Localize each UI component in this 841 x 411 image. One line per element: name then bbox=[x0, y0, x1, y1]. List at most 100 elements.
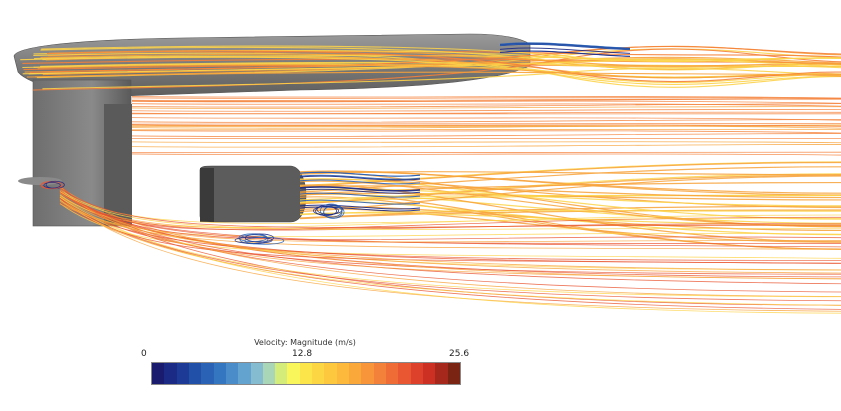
legend-mid-label: 12.8 bbox=[292, 349, 313, 359]
streamline bbox=[131, 103, 841, 108]
colorbar-swatch bbox=[385, 363, 399, 384]
colorbar-swatch bbox=[373, 363, 386, 384]
streamline bbox=[131, 111, 841, 115]
streamline bbox=[59, 199, 841, 306]
streamline bbox=[33, 48, 841, 91]
colorbar-swatch bbox=[176, 363, 189, 384]
streamline bbox=[20, 56, 841, 85]
streamline bbox=[299, 210, 841, 216]
streamline bbox=[131, 124, 841, 129]
streamline bbox=[299, 171, 421, 177]
colorbar-swatch bbox=[188, 363, 202, 384]
legend-title: Velocity: Magnitude (m/s) bbox=[254, 338, 356, 347]
vortex-loop bbox=[313, 206, 339, 216]
streamline bbox=[299, 199, 421, 205]
colorbar-swatch bbox=[164, 363, 177, 384]
streamline bbox=[59, 195, 841, 243]
legend-max-label: 25.6 bbox=[449, 349, 470, 359]
vortex-loop bbox=[244, 236, 285, 245]
vortex-loop bbox=[43, 181, 61, 189]
colorbar-swatch bbox=[324, 363, 337, 384]
streamline bbox=[59, 184, 841, 241]
streamline bbox=[42, 67, 841, 90]
velocity-streamline-scene bbox=[13, 33, 841, 314]
streamline bbox=[59, 189, 841, 224]
streamline bbox=[131, 124, 841, 127]
streamline bbox=[131, 133, 841, 137]
streamline bbox=[499, 47, 631, 54]
streamline bbox=[299, 209, 841, 220]
colorbar-swatch bbox=[447, 363, 460, 384]
lower-pod bbox=[199, 165, 307, 223]
streamline bbox=[40, 46, 841, 71]
colorbar-swatch bbox=[349, 363, 362, 384]
colorbar-swatch bbox=[410, 363, 423, 384]
streamline bbox=[59, 199, 841, 302]
streamline bbox=[59, 187, 841, 228]
streamlines bbox=[20, 42, 841, 314]
streamline bbox=[40, 53, 841, 67]
vortex-loop bbox=[316, 204, 343, 215]
colorbar-swatch bbox=[422, 363, 436, 384]
streamline bbox=[131, 130, 841, 134]
legend-min-label: 0 bbox=[141, 349, 147, 359]
streamline bbox=[131, 151, 841, 154]
streamline bbox=[59, 203, 841, 271]
streamline bbox=[59, 203, 841, 310]
streamline bbox=[131, 97, 841, 99]
streamline bbox=[299, 174, 421, 180]
streamline bbox=[299, 186, 421, 192]
colorbar-swatch bbox=[275, 363, 288, 384]
streamline bbox=[131, 106, 841, 109]
colorbar-swatch bbox=[435, 363, 448, 384]
streamline bbox=[499, 42, 631, 50]
streamline bbox=[59, 194, 841, 293]
streamline bbox=[131, 98, 841, 103]
streamline bbox=[299, 205, 841, 219]
strut-trailing-edge bbox=[104, 104, 132, 226]
colorbar bbox=[151, 362, 461, 385]
streamline bbox=[299, 204, 421, 210]
streamline bbox=[299, 170, 841, 196]
streamline bbox=[299, 185, 841, 199]
streamline bbox=[299, 206, 421, 212]
colorbar-swatch bbox=[225, 363, 239, 384]
streamline bbox=[299, 161, 841, 188]
fin-left bbox=[18, 177, 62, 185]
streamline bbox=[299, 179, 421, 185]
streamline bbox=[299, 188, 421, 194]
vortex-loop bbox=[323, 205, 343, 219]
streamline bbox=[131, 103, 841, 107]
streamline bbox=[299, 175, 421, 181]
vortex-streamlines bbox=[40, 180, 345, 245]
streamline bbox=[299, 174, 841, 205]
streamline bbox=[131, 119, 841, 123]
streamline bbox=[131, 141, 841, 144]
streamline bbox=[499, 42, 631, 49]
colorbar-swatch bbox=[238, 363, 251, 384]
velocity-colorbar-legend: Velocity: Magnitude (m/s) 0 12.8 25.6 bbox=[140, 336, 470, 396]
streamline bbox=[131, 122, 841, 126]
streamline bbox=[29, 45, 841, 73]
colorbar-swatch bbox=[262, 363, 276, 384]
colorbar-swatch bbox=[336, 363, 349, 384]
streamline bbox=[26, 71, 841, 78]
pod-face bbox=[200, 168, 214, 222]
streamline bbox=[59, 196, 841, 298]
streamline bbox=[299, 192, 421, 198]
streamline bbox=[131, 144, 841, 148]
streamline bbox=[299, 178, 841, 220]
streamline bbox=[131, 96, 841, 99]
streamline bbox=[41, 45, 841, 62]
colorbar-swatch bbox=[213, 363, 226, 384]
streamline bbox=[131, 109, 841, 112]
streamline bbox=[33, 52, 841, 88]
streamline bbox=[299, 175, 841, 213]
colorbar-swatch bbox=[312, 363, 325, 384]
streamline bbox=[299, 181, 841, 195]
streamline bbox=[59, 192, 841, 285]
streamline bbox=[46, 50, 841, 83]
colorbar-swatch bbox=[152, 363, 165, 384]
streamline bbox=[499, 50, 631, 57]
streamline bbox=[59, 187, 841, 280]
